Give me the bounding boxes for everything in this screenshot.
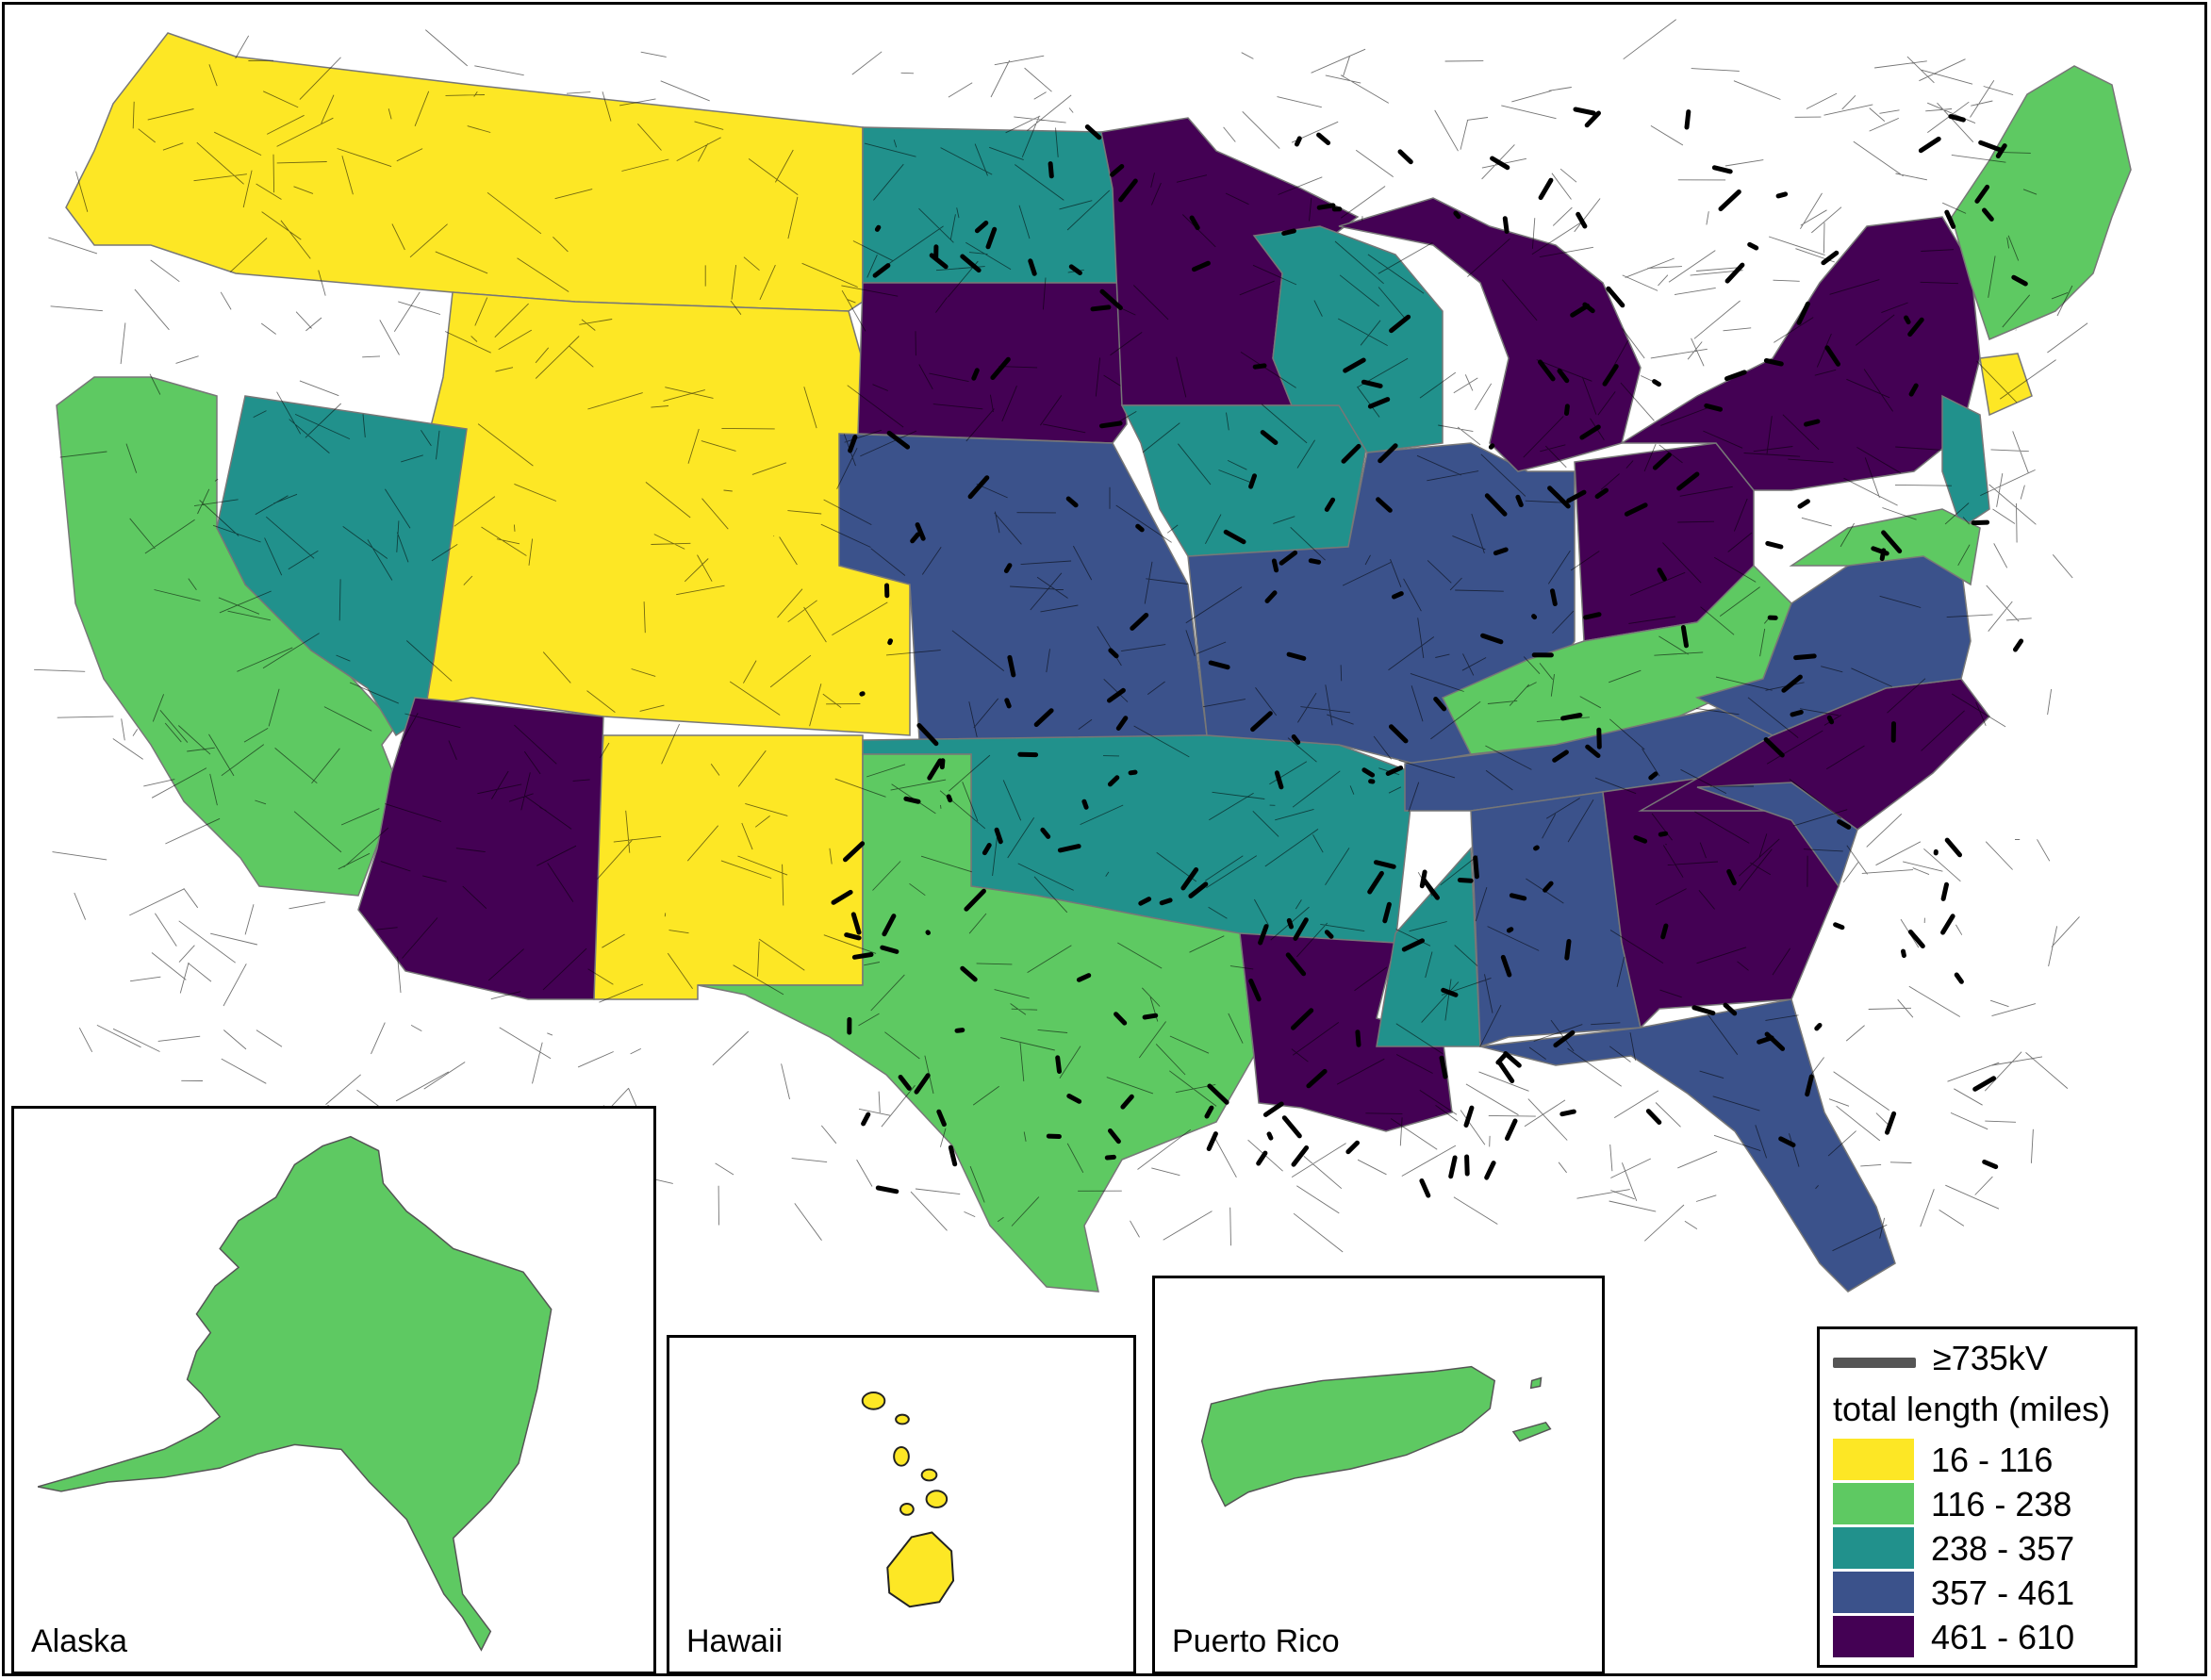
legend-bin-1: 16 - 116 [1833,1439,2125,1480]
state-region-south-dakota [857,282,1128,444]
alaska-inset: Alaska [11,1106,656,1674]
legend-swatch-2 [1833,1483,1914,1524]
hawaii-shape [861,1392,955,1608]
legend-bin-label-2: 116 - 238 [1931,1485,2072,1524]
state-region-arizona [357,697,604,1000]
state-region-maryland [1789,508,1981,586]
legend-swatch-5 [1833,1616,1914,1657]
state-region-nevada [216,395,468,737]
high-voltage-lines [831,107,2028,1198]
puerto-rico-label: Puerto Rico [1172,1623,1340,1659]
legend-bin-label-1: 16 - 116 [1931,1441,2054,1479]
legend-bin-5: 461 - 610 [1833,1616,2125,1657]
hawaii-label: Hawaii [686,1623,784,1659]
state-region-new-mexico [593,734,864,1000]
state-region-northwest [65,32,864,312]
legend-bin-3: 238 - 357 [1833,1527,2125,1569]
state-region-new-jersey [1941,394,1990,530]
alaska-shape [37,1135,553,1652]
state-region-new-england [1951,65,2132,341]
state-region-north-dakota [862,126,1123,284]
alaska-label: Alaska [31,1623,128,1659]
legend-bin-label-3: 238 - 357 [1931,1529,2075,1568]
voltage-line-label: ≥735kV [1933,1339,2048,1377]
legend-bin-4: 357 - 461 [1833,1572,2125,1613]
state-region-connecticut [1979,353,2033,417]
legend-bin-label-4: 357 - 461 [1931,1573,2075,1612]
state-region-south-carolina [1696,782,1858,888]
voltage-line-swatch [1833,1358,1916,1368]
state-region-florida [1479,998,1896,1293]
legend-swatch-3 [1833,1527,1914,1569]
legend-title: total length (miles) [1833,1390,2111,1428]
state-region-pennsylvania-ny [1619,216,1981,491]
state-region-louisiana [1239,932,1453,1132]
puerto-rico-inset: Puerto Rico [1152,1276,1605,1674]
map-legend: ≥735kV total length (miles) 16 - 116 116… [1817,1326,2137,1668]
hawaii-inset: Hawaii [667,1335,1136,1674]
legend-swatch-1 [1833,1439,1914,1480]
legend-bin-label-5: 461 - 610 [1931,1618,2075,1656]
legend-bin-2: 116 - 238 [1833,1483,2125,1524]
state-region-mountain [384,291,911,736]
state-region-michigan [1338,197,1642,472]
puerto-rico-shape [1200,1365,1552,1507]
legend-swatch-4 [1833,1572,1914,1613]
